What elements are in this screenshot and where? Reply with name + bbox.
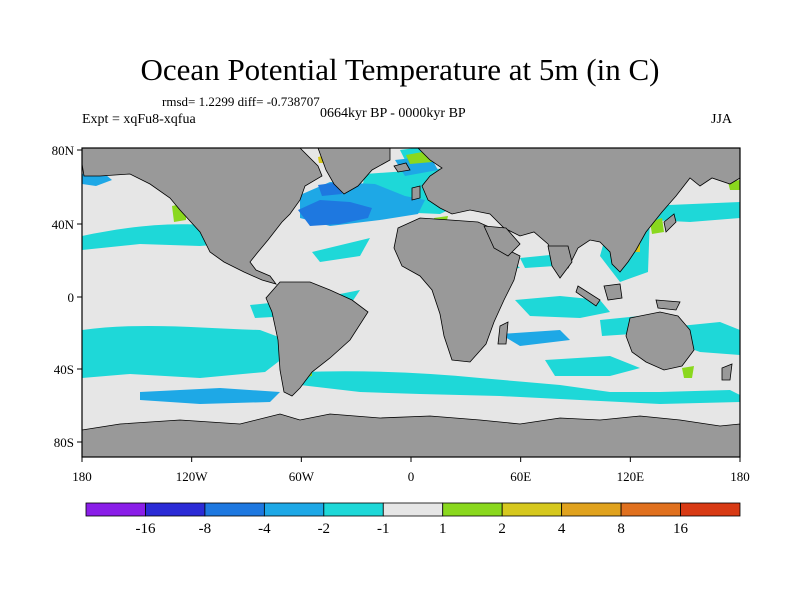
colorbar-label: -8 — [199, 521, 212, 537]
eurasia — [417, 148, 740, 273]
colorbar-label: -4 — [258, 521, 271, 537]
antarctica — [82, 413, 740, 457]
colorbar-label: -1 — [377, 521, 390, 537]
colorbar-swatch — [145, 502, 206, 517]
lon-tick-label: 120E — [617, 469, 645, 484]
africa — [393, 217, 521, 363]
new-guinea — [655, 299, 681, 311]
period-text: 0664kyr BP - 0000kyr BP — [320, 106, 466, 121]
north-america — [82, 148, 323, 285]
colorbar-label: 8 — [617, 521, 625, 537]
lat-tick-label: 40N — [52, 217, 75, 232]
lon-tick-label: 180 — [730, 469, 750, 484]
lat-tick-label: 80N — [52, 143, 75, 158]
great-britain — [411, 185, 421, 201]
latitude-axis: 80N 40N 0 40S 80S — [52, 143, 82, 450]
experiment-label: Expt = xqFu8-xqfua — [82, 112, 196, 127]
madagascar — [497, 321, 509, 345]
colorbar-swatch — [501, 502, 563, 517]
map-canvas — [82, 148, 740, 457]
india — [547, 245, 573, 279]
lat-tick-label: 0 — [68, 290, 75, 305]
season-label: JJA — [711, 112, 733, 127]
colorbar-swatch — [382, 502, 444, 517]
lon-tick-label: 120W — [176, 469, 209, 484]
iceland — [393, 162, 411, 173]
colorbar-swatch — [85, 502, 146, 517]
colorbar-label: -16 — [135, 521, 155, 537]
lon-tick-label: 60E — [510, 469, 531, 484]
lon-tick-label: 60W — [289, 469, 315, 484]
colorbar-label: 4 — [558, 521, 566, 537]
colorbar-swatch — [204, 502, 265, 517]
sumatra — [575, 285, 601, 307]
land-masses — [82, 148, 740, 457]
lat-tick-label: 80S — [54, 435, 74, 450]
colorbar-label: -2 — [318, 521, 331, 537]
colorbar-swatch — [323, 502, 384, 517]
colorbar-swatch — [561, 502, 622, 517]
arabia — [483, 225, 521, 257]
colorbar: -16 -8 -4 -2 -1 1 2 4 8 16 — [85, 502, 741, 537]
colorbar-swatch — [620, 502, 681, 517]
colorbar-swatch — [680, 502, 741, 517]
lon-tick-label: 180 — [72, 469, 92, 484]
greenland — [317, 148, 391, 195]
colorbar-swatch — [263, 502, 325, 517]
colorbar-swatch — [442, 502, 503, 517]
south-america — [265, 281, 369, 397]
borneo — [603, 283, 623, 301]
australia — [625, 311, 695, 371]
map-title: Ocean Potential Temperature at 5m (in C) — [140, 52, 660, 87]
lat-tick-label: 40S — [54, 362, 74, 377]
lon-tick-label: 0 — [408, 469, 415, 484]
colorbar-label: 16 — [673, 521, 689, 537]
colorbar-label: 2 — [498, 521, 506, 537]
japan — [663, 213, 677, 233]
colorbar-label: 1 — [439, 521, 447, 537]
stats-text: rmsd= 1.2299 diff= -0.738707 — [162, 94, 320, 109]
new-zealand — [721, 363, 733, 381]
longitude-axis: 180 120W 60W 0 60E 120E 180 — [72, 457, 750, 484]
